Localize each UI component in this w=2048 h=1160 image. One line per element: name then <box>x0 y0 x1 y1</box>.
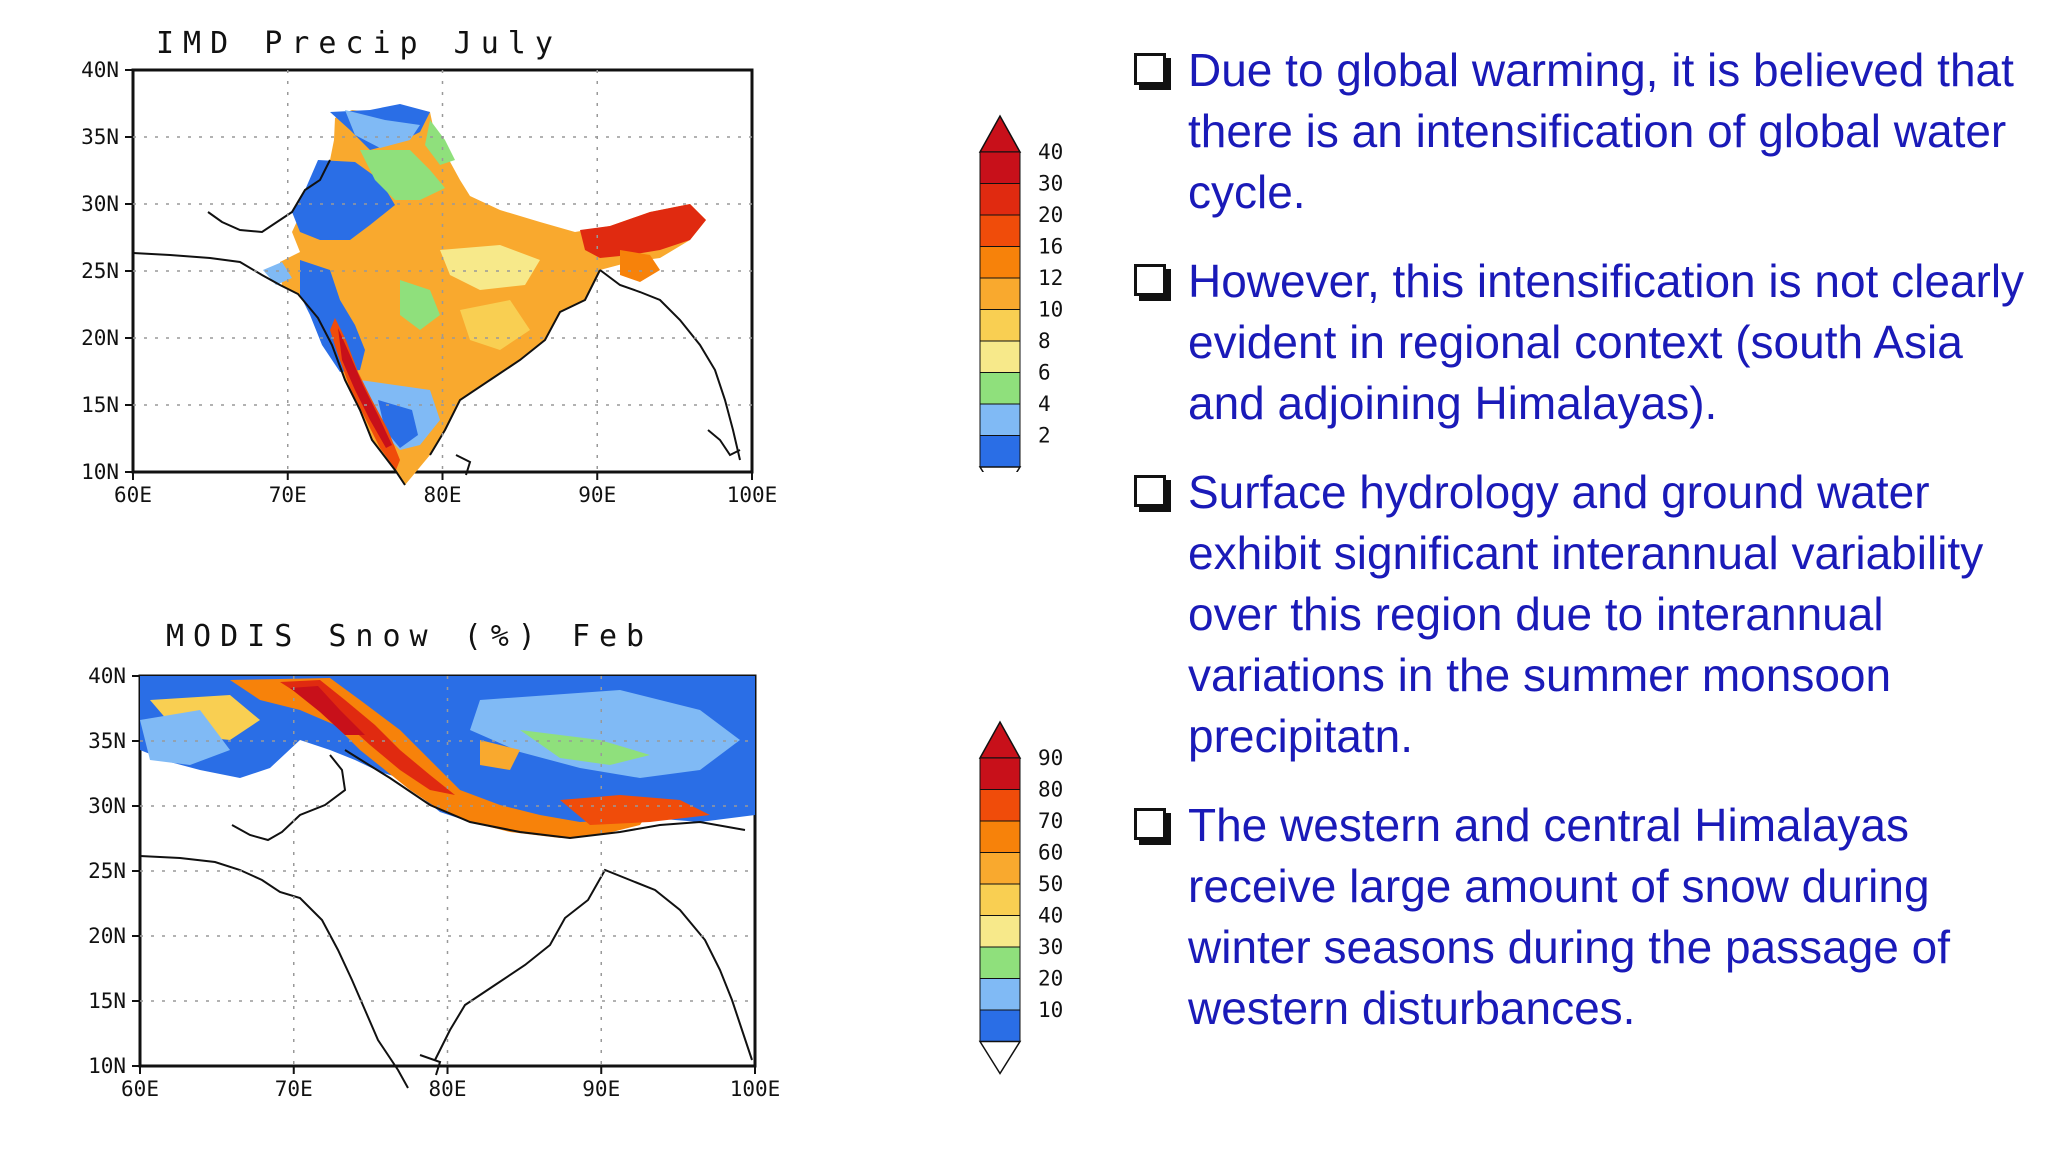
snow-colorbar-label: 50 <box>1038 872 1063 896</box>
snow-colorbar-swatch <box>979 978 1021 1011</box>
precip-colorbar-top-arrow <box>978 114 1022 153</box>
precip-lat-tick-label: 40N <box>81 58 119 82</box>
snow-colorbar-swatch <box>979 789 1021 822</box>
precip-colorbar: 40 30 20 16 12 10 8 6 4 2 <box>978 114 1063 472</box>
precip-colorbar-bottom-arrow <box>978 466 1022 472</box>
snow-colorbar-label: 70 <box>1038 809 1063 833</box>
snow-colorbar-label: 10 <box>1038 998 1063 1022</box>
precip-colorbar-swatch <box>979 309 1021 342</box>
precip-lon-tick-label: 70E <box>269 483 307 507</box>
snow-colorbar-swatch <box>979 946 1021 979</box>
snow-colorbar-label: 30 <box>1038 935 1063 959</box>
snow-colorbar-swatch <box>979 915 1021 948</box>
checkbox-bullet-icon <box>1134 475 1166 507</box>
precip-colorbar-label: 6 <box>1038 361 1051 385</box>
snow-lon-tick-label: 80E <box>429 1077 467 1101</box>
precip-colorbar-swatch <box>979 151 1021 184</box>
snow-colorbar-label: 20 <box>1038 967 1063 991</box>
precip-lat-tick-label: 25N <box>81 259 119 283</box>
precip-map: IMD Precip July 40N 35N 30N 25N 20N 15N 10N60E… <box>81 26 778 507</box>
bullet-item: However, this intensification is not cle… <box>1130 251 2030 434</box>
snow-colorbar-swatch <box>979 757 1021 790</box>
precip-lat-tick-label: 10N <box>81 460 119 484</box>
precip-lat-tick-label: 15N <box>81 393 119 417</box>
snow-lon-tick-label: 90E <box>582 1077 620 1101</box>
precip-lat-tick-label: 30N <box>81 192 119 216</box>
precip-colorbar-label: 30 <box>1038 172 1063 196</box>
precip-colorbar-label: 2 <box>1038 424 1051 448</box>
precip-lon-tick-label: 60E <box>114 483 152 507</box>
precip-map-title: IMD Precip July <box>156 26 562 61</box>
precip-colorbar-swatch <box>979 183 1021 216</box>
bullet-text: However, this intensification is not cle… <box>1188 255 2025 429</box>
snow-lon-tick-label: 100E <box>730 1077 781 1101</box>
snow-lat-tick-label: 15N <box>88 989 126 1013</box>
precip-colorbar-swatch <box>979 372 1021 405</box>
snow-country-outline <box>139 749 753 1089</box>
snow-colorbar-top-arrow <box>978 720 1022 759</box>
precip-lon-tick-label: 90E <box>578 483 616 507</box>
precip-colorbar-label: 10 <box>1038 298 1063 322</box>
precip-colorbar-label: 16 <box>1038 235 1063 259</box>
precip-colorbar-swatch <box>979 340 1021 373</box>
snow-colorbar-label: 60 <box>1038 841 1063 865</box>
snow-map-title: MODIS Snow (%) Feb <box>166 619 653 654</box>
snow-map-panel: MODIS Snow (%) Feb 40N 35N 30N 25N 20N 15N 10N… <box>0 600 1063 1160</box>
snow-colorbar-label: 80 <box>1038 778 1063 802</box>
precip-map-panel: IMD Precip July 40N 35N 30N 25N 20N 15N 10N 60E… <box>0 0 1063 560</box>
bullet-list: Due to global warming, it is believed th… <box>1130 40 2030 1067</box>
snow-lat-tick-label: 30N <box>88 794 126 818</box>
checkbox-bullet-icon <box>1134 264 1166 296</box>
checkbox-bullet-icon <box>1134 53 1166 85</box>
snow-map: MODIS Snow (%) Feb 40N 35N 30N 25N 20N 15N 10N… <box>88 619 781 1101</box>
bullet-item: Due to global warming, it is believed th… <box>1130 40 2030 223</box>
precip-lat-tick-label: 35N <box>81 125 119 149</box>
checkbox-bullet-icon <box>1134 808 1166 840</box>
snow-colorbar-label: 40 <box>1038 904 1063 928</box>
snow-colorbar-swatch <box>979 1009 1021 1042</box>
precip-colorbar-swatch <box>979 246 1021 279</box>
precip-colorbar-label: 12 <box>1038 266 1063 290</box>
precip-country-outline <box>132 159 741 486</box>
precip-lon-tick-label: 100E <box>727 483 778 507</box>
precip-colorbar-swatch <box>979 277 1021 310</box>
precip-colorbar-label: 40 <box>1038 140 1063 164</box>
snow-lat-tick-label: 40N <box>88 664 126 688</box>
bullet-item: Surface hydrology and ground water exhib… <box>1130 462 2030 767</box>
precip-colorbar-label: 4 <box>1038 392 1051 416</box>
precip-lat-tick-label: 20N <box>81 326 119 350</box>
precip-colorbar-label: 8 <box>1038 329 1051 353</box>
snow-colorbar-label: 90 <box>1038 746 1063 770</box>
bullet-item: The western and central Himalayas receiv… <box>1130 795 2030 1039</box>
precip-colorbar-label: 20 <box>1038 203 1063 227</box>
bullet-text: The western and central Himalayas receiv… <box>1188 799 1951 1034</box>
precip-colorbar-swatch <box>979 435 1021 468</box>
snow-lat-tick-label: 35N <box>88 729 126 753</box>
snow-lat-tick-label: 25N <box>88 859 126 883</box>
snow-lat-tick-label: 20N <box>88 924 126 948</box>
precip-colorbar-swatch <box>979 214 1021 247</box>
snow-colorbar-swatch <box>979 820 1021 853</box>
snow-colorbar-bottom-arrow <box>978 1040 1022 1075</box>
bullet-text: Surface hydrology and ground water exhib… <box>1188 466 1984 762</box>
snow-lat-tick-label: 10N <box>88 1054 126 1078</box>
precip-colorbar-swatch <box>979 403 1021 436</box>
precip-field <box>263 104 706 485</box>
snow-colorbar-swatch <box>979 883 1021 916</box>
snow-lon-tick-label: 60E <box>121 1077 159 1101</box>
precip-lon-tick-label: 80E <box>424 483 462 507</box>
snow-colorbar: 90 80 70 60 50 40 30 20 10 <box>978 720 1063 1075</box>
snow-lon-tick-label: 70E <box>275 1077 313 1101</box>
bullet-text: Due to global warming, it is believed th… <box>1188 44 2014 218</box>
snow-colorbar-swatch <box>979 852 1021 885</box>
